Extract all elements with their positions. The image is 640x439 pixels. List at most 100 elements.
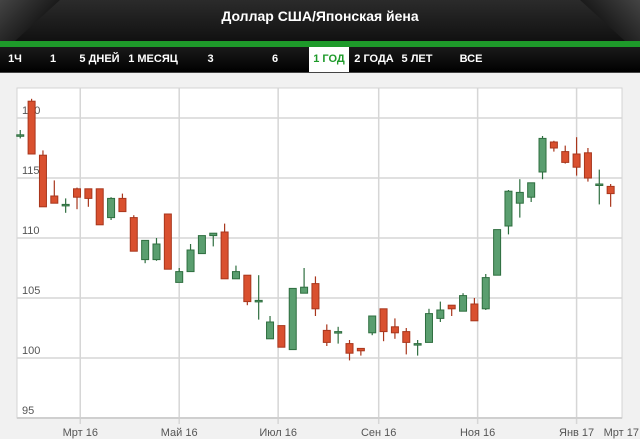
candle-body (197, 235, 206, 255)
candle (186, 244, 195, 273)
y-tick-label: 100 (22, 345, 40, 357)
candle (107, 197, 116, 220)
tab-5-years[interactable]: 5 ЛЕТ (401, 53, 433, 65)
x-tick-label: Янв 17 (559, 427, 594, 439)
candle-body (368, 315, 377, 334)
candle (334, 326, 343, 344)
candle (345, 340, 354, 361)
candle (220, 223, 229, 280)
candle-body (95, 188, 104, 226)
candle (515, 179, 524, 218)
candle-body (356, 347, 365, 352)
candle (368, 315, 377, 336)
x-tick-label: Ноя 16 (460, 427, 495, 439)
candle (141, 239, 150, 264)
candle (356, 347, 365, 356)
candle-body (402, 331, 411, 343)
candle (300, 268, 309, 294)
candle-body (277, 325, 286, 348)
candle-body (300, 286, 309, 294)
candle (493, 229, 502, 276)
candle-body (390, 326, 399, 334)
candle (16, 130, 25, 139)
candle-body (27, 100, 36, 155)
candle (527, 182, 536, 202)
candle (277, 325, 286, 348)
page-title: Доллар США/Японская йена (221, 8, 419, 24)
candle (175, 268, 184, 283)
candle-body (572, 153, 581, 168)
x-tick-label: Сен 16 (361, 427, 396, 439)
candle-body (118, 197, 127, 213)
candle (447, 304, 456, 316)
candle-body (413, 343, 422, 346)
candle (50, 180, 59, 204)
candle-body (288, 287, 297, 351)
candle (481, 274, 490, 310)
candle-body (595, 183, 604, 186)
candle-body (141, 239, 150, 261)
candle-body (345, 343, 354, 354)
candle-body (481, 277, 490, 310)
candle (606, 184, 615, 207)
candle (129, 215, 138, 252)
candle-body (266, 321, 275, 340)
x-tick-label: Мрт 16 (63, 427, 98, 439)
y-tick-label: 95 (22, 405, 34, 417)
tab-2-years[interactable]: 2 ГОДА (354, 53, 394, 65)
candle (413, 340, 422, 356)
candle-body (254, 299, 263, 303)
candle (322, 324, 331, 346)
candle (163, 213, 172, 270)
candle (288, 287, 297, 351)
candle-body (61, 203, 70, 207)
candle-body (583, 152, 592, 179)
candle-body (606, 185, 615, 195)
tab-1-year[interactable]: 1 ГОД (309, 47, 349, 72)
candle-body (129, 217, 138, 252)
accent-bar (0, 41, 640, 47)
candle (61, 198, 70, 213)
tab-5-days[interactable]: 5 ДНЕЙ (79, 53, 120, 65)
candle-body (447, 304, 456, 310)
tab-1-month[interactable]: 1 МЕСЯЦ (128, 53, 178, 65)
candle (152, 238, 161, 261)
y-tick-label: 110 (22, 225, 40, 237)
candle-body (243, 274, 252, 303)
candle (73, 187, 82, 210)
candle (209, 232, 218, 247)
candle-body (50, 195, 59, 204)
candle-body (16, 134, 25, 137)
x-tick-label-end: Мрт 17 (604, 427, 639, 439)
candle (254, 275, 263, 320)
candle (549, 140, 558, 152)
candle (390, 318, 399, 339)
candle (561, 145, 570, 164)
candle-body (220, 231, 229, 280)
candle (572, 137, 581, 176)
candle (231, 265, 240, 280)
candle (424, 308, 433, 343)
candle-body (84, 188, 93, 199)
candle-body (186, 249, 195, 273)
candle-body (152, 243, 161, 261)
candle-body (175, 271, 184, 283)
x-tick-label: Май 16 (161, 427, 198, 439)
candle-body (379, 308, 388, 333)
candle (118, 193, 127, 213)
tab-1h[interactable]: 1Ч (8, 53, 22, 65)
candle (538, 136, 547, 180)
candle (311, 276, 320, 316)
candle (583, 148, 592, 182)
candle (38, 150, 47, 208)
candle-body (527, 182, 536, 198)
candle-body (322, 329, 331, 343)
candle (243, 274, 252, 306)
candle-body (470, 303, 479, 322)
candle-body (561, 151, 570, 163)
candle-body (209, 232, 218, 237)
candle-body (38, 154, 47, 208)
candle (504, 190, 513, 235)
candle-body (311, 283, 320, 310)
